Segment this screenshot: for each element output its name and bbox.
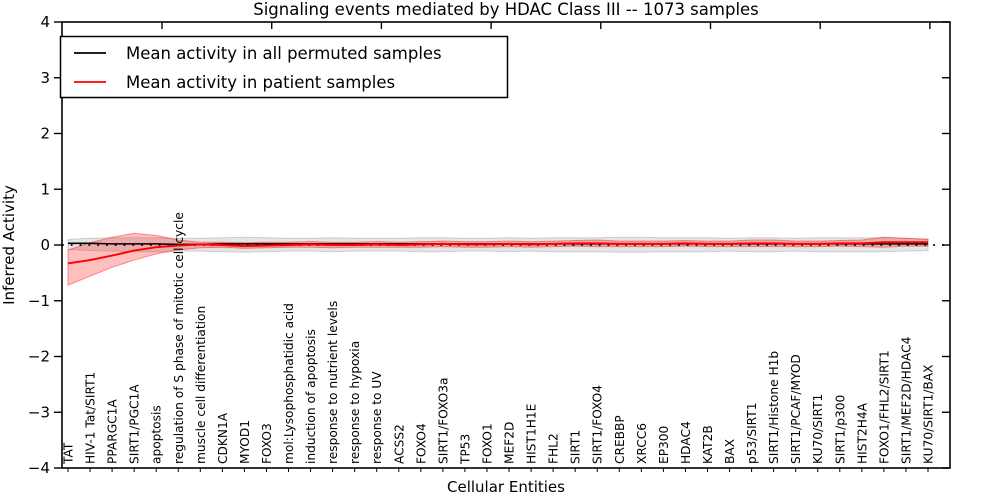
y-axis-label: Inferred Activity [0, 185, 18, 305]
x-category-label: MEF2D [503, 422, 517, 464]
x-category-label: CDKN1A [216, 412, 230, 464]
x-category-label: TP53 [458, 434, 472, 465]
x-category-label: FOXO3 [260, 423, 274, 464]
y-tick-label: −2 [28, 348, 50, 366]
x-category-label: SIRT1/FOXO3a [436, 378, 450, 464]
patient-mean-line [67, 241, 928, 265]
x-category-label: FOXO1/FHL2/SIRT1 [877, 350, 891, 464]
x-category-label: MYOD1 [238, 420, 252, 464]
y-tick-label: 2 [40, 125, 50, 143]
y-tick-label: −1 [28, 292, 50, 310]
y-tick-label: 1 [40, 180, 50, 198]
x-category-label: response to hypoxia [348, 341, 362, 464]
axes-frame [61, 21, 951, 469]
x-category-label: HDAC4 [679, 421, 693, 464]
x-category-label: FOXO1 [480, 423, 494, 464]
y-tick-label: −4 [28, 459, 50, 477]
y-tick-label: −3 [28, 403, 50, 421]
legend-item-patient: Mean activity in patient samples [74, 73, 395, 92]
x-category-label: SIRT1/p300 [833, 395, 847, 464]
x-category-label: FHL2 [547, 433, 561, 464]
x-category-label: SIRT1/PCAF/MYOD [789, 354, 803, 464]
chart-title: Signaling events mediated by HDAC Class … [253, 0, 759, 19]
x-category-label: KAT2B [701, 425, 715, 464]
x-category-label: TAT [62, 442, 76, 465]
x-category-label: induction of apoptosis [304, 329, 318, 464]
x-category-label: HIST1H1E [525, 404, 539, 464]
x-category-label: PPARGC1A [106, 399, 120, 464]
x-category-label: regulation of S phase of mitotic cell cy… [172, 212, 186, 464]
y-tick-label: 4 [40, 13, 50, 31]
x-category-label: SIRT1/PGC1A [128, 384, 142, 464]
legend-box [59, 35, 509, 99]
x-category-label: SIRT1/FOXO4 [591, 385, 605, 464]
x-category-label: KU70/SIRT1/BAX [922, 365, 936, 464]
x-category-label: response to UV [370, 371, 384, 464]
x-category-label: KU70/SIRT1 [811, 394, 825, 464]
x-category-label: SIRT1/MEF2D/HDAC4 [899, 336, 913, 464]
x-category-label: mol:Lysophosphatidic acid [282, 303, 296, 464]
plot-layer: 4 3 2 1 0 −1 −2 −3 −4 TAT HIV-1 Tat/SIRT1 PPARGC1A S… [28, 13, 950, 477]
patient-range-band [67, 232, 929, 286]
x-category-label: EP300 [657, 426, 671, 464]
x-category-label: p53/SIRT1 [745, 403, 759, 464]
legend: Mean activity in all permuted samples Me… [59, 35, 509, 99]
x-category-label: CREBBP [613, 415, 627, 464]
x-category-label: SIRT1/Histone H1b [767, 351, 781, 464]
x-category-label: muscle cell differentiation [194, 306, 208, 464]
x-axis-label: Cellular Entities [447, 478, 565, 496]
x-category-label: apoptosis [150, 405, 164, 464]
x-category-label: ACSS2 [392, 424, 406, 464]
x-category-label: SIRT1 [569, 430, 583, 464]
x-category-label: BAX [723, 439, 737, 464]
legend-item-permuted: Mean activity in all permuted samples [74, 44, 442, 63]
x-category-label: HIST2H4A [855, 402, 869, 464]
legend-label-patient: Mean activity in patient samples [126, 73, 395, 92]
x-category-label: FOXO4 [414, 423, 428, 464]
x-category-label: HIV-1 Tat/SIRT1 [84, 372, 98, 464]
legend-label-permuted: Mean activity in all permuted samples [126, 44, 442, 63]
y-tick-label: 0 [40, 236, 50, 254]
x-category-label: response to nutrient levels [326, 301, 340, 464]
x-category-label: XRCC6 [635, 423, 649, 464]
y-tick-label: 3 [40, 69, 50, 87]
